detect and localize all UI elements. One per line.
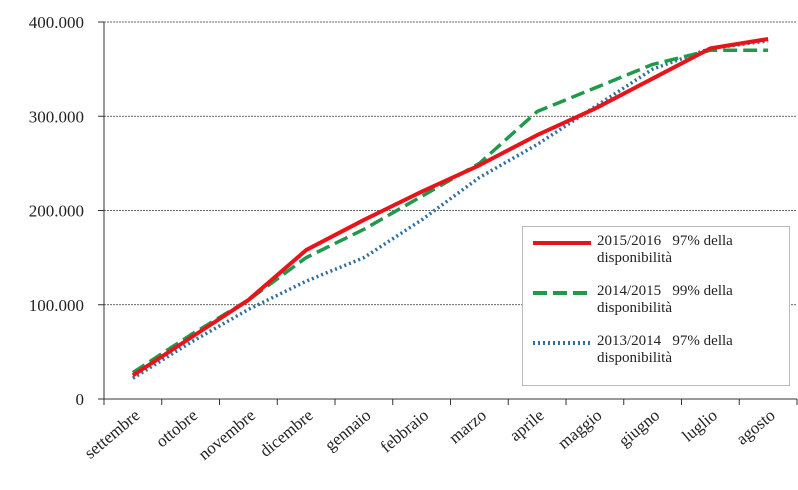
x-tick-label: agosto: [732, 406, 778, 449]
legend-item: 2013/2014 97% della disponibilità: [527, 333, 785, 383]
x-tick-label: marzo: [445, 406, 490, 448]
y-tick-label: 0: [76, 390, 85, 409]
legend-label: 2015/2016 97% della disponibilità: [597, 233, 737, 266]
y-tick-label: 200.000: [29, 202, 84, 221]
legend: 2015/2016 97% della disponibilità 2014/20…: [522, 226, 790, 386]
legend-item: 2015/2016 97% della disponibilità: [527, 233, 785, 283]
x-tick-label: novembre: [195, 406, 259, 464]
legend-swatch: [533, 291, 591, 295]
legend-label: 2013/2014 97% della disponibilità: [597, 333, 737, 366]
series-line: [131, 36, 769, 378]
x-tick-label: dicembre: [256, 406, 317, 461]
legend-label: 2014/2015 99% della disponibilità: [597, 283, 737, 316]
x-tick-label: settembre: [81, 406, 144, 463]
x-tick-label: febbraio: [377, 406, 433, 457]
x-tick-label: ottobre: [152, 406, 201, 452]
x-tick-label: giugno: [615, 406, 663, 451]
legend-item: 2014/2015 99% della disponibilità: [527, 283, 785, 333]
x-tick-label: luglio: [678, 406, 721, 446]
y-tick-label: 400.000: [29, 13, 84, 32]
y-tick-label: 300.000: [29, 107, 84, 126]
x-tick-label: maggio: [554, 406, 605, 453]
y-tick-label: 100.000: [29, 296, 84, 315]
legend-swatch: [533, 241, 591, 245]
x-tick-label: gennaio: [321, 406, 374, 455]
x-tick-label: aprile: [506, 406, 548, 445]
legend-swatch: [533, 341, 591, 345]
series-line: [131, 39, 769, 380]
